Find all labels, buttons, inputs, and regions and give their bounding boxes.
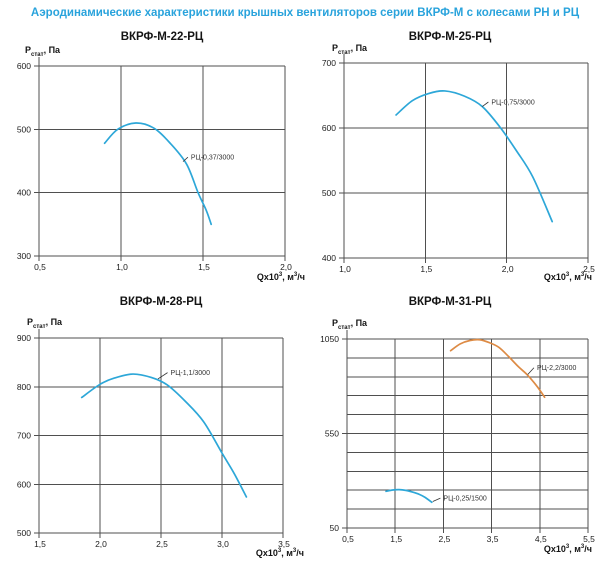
y-tick-label: 600	[322, 123, 336, 133]
y-axis-label: Pстат, Па	[27, 317, 63, 330]
y-tick-label: 300	[17, 251, 31, 261]
curve	[385, 488, 433, 504]
chart-title-vkrf-m-22: ВКРФ-М-22-РЦ	[120, 31, 204, 43]
axis-ticks	[34, 337, 284, 538]
axis-ticks	[339, 62, 589, 263]
curve	[449, 338, 546, 399]
x-tick-label: 4,5	[535, 534, 547, 544]
y-tick-label: 1050	[320, 334, 339, 344]
y-tick-label: 400	[322, 253, 336, 263]
y-axis-label: Pстат, Па	[25, 45, 61, 58]
curve	[395, 90, 554, 223]
y-tick-label: 800	[17, 382, 31, 392]
y-tick-label: 500	[322, 188, 336, 198]
chart-title-vkrf-m-31: ВКРФ-М-31-РЦ	[408, 296, 492, 308]
x-tick-label: 5,5	[583, 534, 595, 544]
x-axis-label: Qx103, м3/ч	[255, 548, 304, 558]
x-tick-label: 3,5	[487, 534, 499, 544]
y-tick-label: 700	[17, 431, 31, 441]
series-РЦ-0,37/3000: РЦ-0,37/3000	[103, 122, 234, 226]
x-tick-label: 1,5	[34, 539, 46, 549]
x-tick-label: 3,0	[217, 539, 229, 549]
grid	[343, 54, 589, 259]
x-tick-label: 2,5	[583, 264, 595, 274]
x-tick-label: 1,5	[390, 534, 402, 544]
y-tick-label: 500	[17, 528, 31, 538]
tick-labels: 500 600 700 800 900 1,5 2,0 2,5 3,0 3,5	[17, 333, 290, 549]
x-tick-label: 2,5	[438, 534, 450, 544]
axis-ticks	[34, 65, 286, 261]
chart-title-vkrf-m-25: ВКРФ-М-25-РЦ	[408, 31, 492, 43]
grid	[346, 330, 589, 529]
series-РЦ-2,2/3000: РЦ-2,2/3000	[449, 338, 577, 399]
y-axis-label: Pстат, Па	[332, 318, 368, 331]
chart-canvas-vkrf-m-22: 300 400 500 600 0,5 1,0 1,5 2,0 РЦ-0,37/3000	[17, 57, 292, 272]
curve-label-leader	[527, 367, 535, 375]
y-tick-label: 700	[322, 58, 336, 68]
chart-canvas-vkrf-m-31: 50 550 1050 0,5 1,5 2,5 3,5 4,5 5,5 РЦ-2,2/3000 РЦ…	[320, 330, 595, 544]
chart-canvas-vkrf-m-28: 500 600 700 800 900 1,5 2,0 2,5 3,0 3,5 РЦ-1,1/300…	[17, 329, 290, 549]
x-tick-label: 1,5	[420, 264, 432, 274]
x-tick-label: 2,0	[280, 262, 292, 272]
y-tick-label: 500	[17, 124, 31, 134]
x-tick-label: 0,5	[342, 534, 354, 544]
curve-label-leader	[432, 497, 441, 502]
x-tick-label: 1,5	[198, 262, 210, 272]
x-axis-label: Qx103, м3/ч	[543, 544, 592, 554]
curve-label-leader	[157, 372, 168, 380]
x-tick-label: 1,0	[116, 262, 128, 272]
y-tick-label: 50	[330, 523, 340, 533]
curve-label: РЦ-2,2/3000	[537, 365, 577, 372]
curve-label-leader	[182, 156, 189, 162]
axis-ticks	[342, 338, 589, 533]
tick-labels: 50 550 1050 0,5 1,5 2,5 3,5 4,5 5,5	[320, 334, 595, 544]
x-tick-label: 1,0	[339, 264, 351, 274]
x-axis-label: Qx103, м3/ч	[256, 272, 305, 282]
curve-label: РЦ-0,25/1500	[443, 496, 486, 503]
chart-title-vkrf-m-28: ВКРФ-М-28-РЦ	[119, 296, 203, 308]
y-tick-label: 400	[17, 188, 31, 198]
y-tick-label: 600	[17, 61, 31, 71]
x-tick-label: 2,0	[95, 539, 107, 549]
y-tick-label: 900	[17, 333, 31, 343]
y-axis-label: Pстат, Па	[332, 43, 368, 56]
tick-labels: 400 500 600 700 1,0 1,5 2,0 2,5	[322, 58, 595, 274]
curve-label-leader	[482, 101, 489, 107]
curve	[103, 122, 213, 226]
y-tick-label: 600	[17, 479, 31, 489]
page-title: Аэродинамические характеристики крышных …	[30, 7, 580, 19]
x-tick-label: 2,5	[156, 539, 168, 549]
x-axis-label: Qx103, м3/ч	[543, 272, 592, 282]
x-tick-label: 3,5	[278, 539, 290, 549]
curve-label: РЦ-0,75/3000	[491, 100, 534, 107]
grid	[38, 329, 284, 534]
y-tick-label: 550	[325, 429, 339, 439]
grid	[38, 57, 286, 257]
curve-label: РЦ-0,37/3000	[191, 155, 234, 162]
chart-canvas-vkrf-m-25: 400 500 600 700 1,0 1,5 2,0 2,5 РЦ-0,75/3000	[322, 54, 595, 274]
tick-labels: 300 400 500 600 0,5 1,0 1,5 2,0	[17, 61, 292, 272]
x-tick-label: 0,5	[34, 262, 46, 272]
curve	[80, 373, 248, 498]
x-tick-label: 2,0	[502, 264, 514, 274]
curve-label: РЦ-1,1/3000	[171, 370, 211, 377]
series-РЦ-1,1/3000: РЦ-1,1/3000	[80, 370, 248, 498]
series-РЦ-0,25/1500: РЦ-0,25/1500	[385, 488, 487, 504]
series-РЦ-0,75/3000: РЦ-0,75/3000	[395, 90, 554, 223]
